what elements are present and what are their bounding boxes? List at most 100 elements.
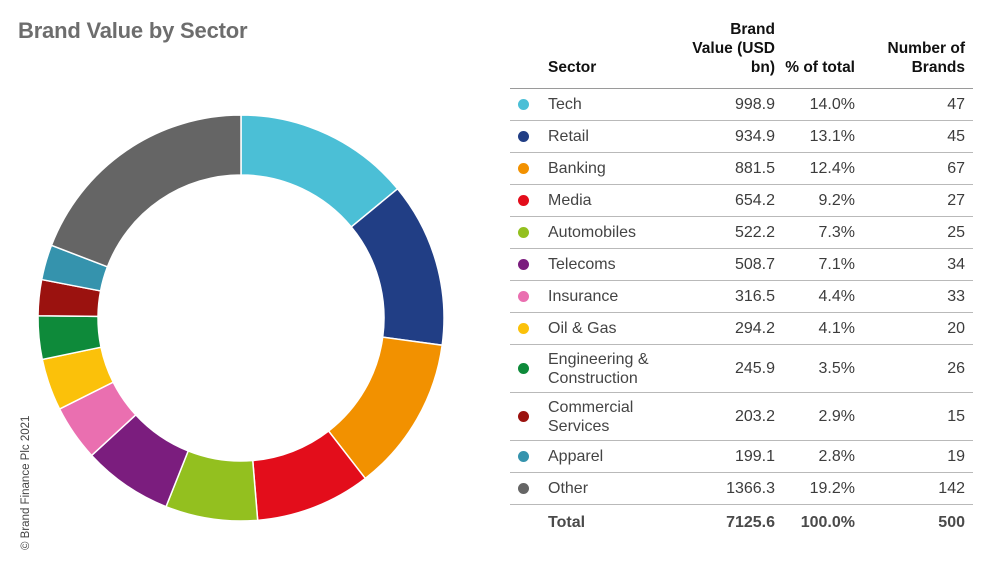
- number-of-brands: 20: [863, 312, 973, 345]
- table-row-engineering-and-construction: Engineering & Construction 245.9 3.5% 26: [510, 344, 973, 393]
- brand-value: 654.2: [688, 184, 783, 217]
- number-of-brands: 67: [863, 152, 973, 185]
- table-row-other: Other 1366.3 19.2% 142: [510, 472, 973, 505]
- sector-name: Insurance: [548, 280, 688, 313]
- sector-name: Engineering & Construction: [548, 344, 688, 393]
- legend-dot-cell: [510, 88, 548, 121]
- legend-dot-tech: [518, 99, 529, 111]
- number-of-brands: 45: [863, 120, 973, 153]
- copyright-notice: © Brand Finance Plc 2021: [20, 415, 32, 550]
- percent-of-total: 4.4%: [783, 280, 863, 313]
- total-label: Total: [548, 514, 586, 531]
- number-of-brands: 25: [863, 216, 973, 249]
- number-of-brands: 142: [863, 472, 973, 505]
- brand-value: 199.1: [688, 440, 783, 473]
- legend-dot-cell: [510, 440, 548, 473]
- brand-value: 294.2: [688, 312, 783, 345]
- table-header-row: Sector Brand Value (USD bn) % of total N…: [510, 20, 973, 89]
- sector-name: Tech: [548, 88, 688, 121]
- number-of-brands: 27: [863, 184, 973, 217]
- legend-dot-cell: [510, 472, 548, 505]
- brand-value: 522.2: [688, 216, 783, 249]
- legend-dot-engineering-and-construction: [518, 363, 529, 375]
- legend-dot-insurance: [518, 291, 529, 303]
- header-brand-value: Brand Value (USD bn): [688, 20, 783, 89]
- sector-name: Other: [548, 472, 688, 505]
- percent-of-total: 12.4%: [783, 152, 863, 185]
- header-sector: Sector: [548, 20, 688, 89]
- legend-dot-cell: [510, 280, 548, 313]
- donut-chart: [37, 114, 445, 522]
- table-row-banking: Banking 881.5 12.4% 67: [510, 152, 973, 185]
- brand-value: 508.7: [688, 248, 783, 281]
- table-row-insurance: Insurance 316.5 4.4% 33: [510, 280, 973, 313]
- table-body: Tech 998.9 14.0% 47 Retail 934.9 13.1% 45 Bankin…: [510, 88, 973, 505]
- legend-dot-cell: [510, 392, 548, 441]
- percent-of-total: 9.2%: [783, 184, 863, 217]
- sector-name: Apparel: [548, 440, 688, 473]
- legend-dot-cell: [510, 152, 548, 185]
- number-of-brands: 33: [863, 280, 973, 313]
- table-row-apparel: Apparel 199.1 2.8% 19: [510, 440, 973, 473]
- percent-of-total: 2.8%: [783, 440, 863, 473]
- percent-of-total: 19.2%: [783, 472, 863, 505]
- legend-dot-cell: [510, 312, 548, 345]
- brand-value: 998.9: [688, 88, 783, 121]
- legend-dot-commercial-services: [518, 411, 529, 423]
- brand-value: 203.2: [688, 392, 783, 441]
- legend-dot-retail: [518, 131, 529, 143]
- header-percent-total: % of total: [783, 20, 863, 89]
- sector-name: Banking: [548, 152, 688, 185]
- number-of-brands: 19: [863, 440, 973, 473]
- total-row: Total 7125.6 100.0% 500: [510, 505, 973, 542]
- legend-dot-apparel: [518, 451, 529, 463]
- sector-name: Commercial Services: [548, 392, 688, 441]
- sector-name: Telecoms: [548, 248, 688, 281]
- sector-name: Media: [548, 184, 688, 217]
- header-number-of-brands: Number of Brands: [863, 20, 973, 89]
- sector-name: Oil & Gas: [548, 312, 688, 345]
- percent-of-total: 4.1%: [783, 312, 863, 345]
- total-dot-spacer: [510, 505, 548, 542]
- brand-value: 316.5: [688, 280, 783, 313]
- legend-dot-cell: [510, 120, 548, 153]
- percent-of-total: 14.0%: [783, 88, 863, 121]
- brand-value: 245.9: [688, 344, 783, 393]
- number-of-brands: 47: [863, 88, 973, 121]
- percent-of-total: 7.3%: [783, 216, 863, 249]
- total-brands: 500: [938, 514, 965, 531]
- legend-dot-automobiles: [518, 227, 529, 239]
- table-row-oil-and-gas: Oil & Gas 294.2 4.1% 20: [510, 312, 973, 345]
- table-row-automobiles: Automobiles 522.2 7.3% 25: [510, 216, 973, 249]
- sector-name: Automobiles: [548, 216, 688, 249]
- donut-slice-other: [50, 114, 242, 268]
- legend-dot-telecoms: [518, 259, 529, 271]
- number-of-brands: 15: [863, 392, 973, 441]
- legend-dot-other: [518, 483, 529, 495]
- header-dot-spacer: [510, 20, 548, 89]
- legend-dot-oil-and-gas: [518, 323, 529, 335]
- legend-dot-cell: [510, 344, 548, 393]
- legend-dot-media: [518, 195, 529, 207]
- table-row-tech: Tech 998.9 14.0% 47: [510, 88, 973, 121]
- total-value: 7125.6: [726, 514, 775, 531]
- brand-value: 934.9: [688, 120, 783, 153]
- brand-value: 881.5: [688, 152, 783, 185]
- percent-of-total: 13.1%: [783, 120, 863, 153]
- legend-dot-banking: [518, 163, 529, 175]
- sector-name: Retail: [548, 120, 688, 153]
- number-of-brands: 26: [863, 344, 973, 393]
- percent-of-total: 2.9%: [783, 392, 863, 441]
- legend-dot-cell: [510, 184, 548, 217]
- legend-dot-cell: [510, 216, 548, 249]
- percent-of-total: 3.5%: [783, 344, 863, 393]
- number-of-brands: 34: [863, 248, 973, 281]
- percent-of-total: 7.1%: [783, 248, 863, 281]
- table-row-telecoms: Telecoms 508.7 7.1% 34: [510, 248, 973, 281]
- table-row-commercial-services: Commercial Services 203.2 2.9% 15: [510, 392, 973, 441]
- table-row-media: Media 654.2 9.2% 27: [510, 184, 973, 217]
- chart-title: Brand Value by Sector: [18, 18, 248, 43]
- brand-value: 1366.3: [688, 472, 783, 505]
- legend-dot-cell: [510, 248, 548, 281]
- total-percent: 100.0%: [800, 514, 855, 531]
